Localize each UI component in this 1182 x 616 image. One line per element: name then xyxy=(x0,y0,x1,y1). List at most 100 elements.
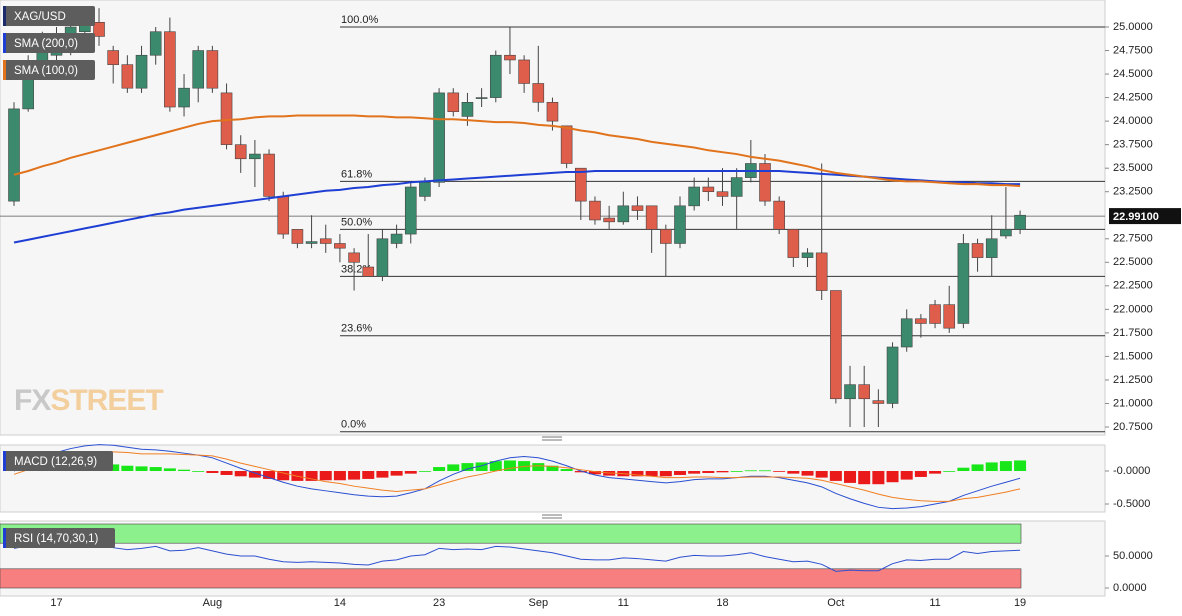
candle-body xyxy=(631,205,644,211)
candle-body xyxy=(206,50,219,89)
histogram-bar xyxy=(716,471,729,473)
histogram-bar xyxy=(220,471,233,475)
candle-body xyxy=(461,102,474,117)
histogram-bar xyxy=(263,471,276,479)
candle-body xyxy=(121,64,134,89)
candle-body xyxy=(291,229,304,244)
histogram-bar xyxy=(659,471,672,477)
candle-body xyxy=(404,186,417,235)
histogram-bar xyxy=(787,471,800,474)
candle-body xyxy=(872,400,885,404)
candle-body xyxy=(688,186,700,207)
histogram-bar xyxy=(673,471,686,475)
candle-body xyxy=(915,318,927,324)
legend-label: SMA (200,0) xyxy=(14,38,78,50)
y-tick-label: 21.2500 xyxy=(1113,374,1153,386)
candle-body xyxy=(348,252,360,263)
histogram-bar xyxy=(234,471,247,477)
y-tick-label: 23.2500 xyxy=(1113,186,1153,198)
candle-body xyxy=(815,252,828,291)
x-tick-label: 11 xyxy=(618,597,629,609)
candle-body xyxy=(617,205,630,223)
x-tick-label: 17 xyxy=(50,597,62,609)
histogram-bar xyxy=(858,471,871,485)
candle-body xyxy=(362,266,375,277)
candle-body xyxy=(603,217,615,223)
histogram-bar xyxy=(461,463,474,472)
histogram-bar xyxy=(645,471,658,477)
rsi-zone xyxy=(0,523,1022,544)
candle-body xyxy=(546,102,559,122)
legend-box xyxy=(3,60,95,80)
candle-body xyxy=(532,83,545,103)
y-tick-label: 20.7500 xyxy=(1113,421,1153,433)
watermark: FXSTREET xyxy=(14,384,163,417)
histogram-bar xyxy=(588,471,601,475)
histogram-bar xyxy=(348,471,361,480)
y-tick-label: 22.5000 xyxy=(1113,256,1153,268)
histogram-bar xyxy=(362,471,375,479)
y-tick-label: -0.5000 xyxy=(1113,498,1150,510)
fib-label: 23.6% xyxy=(341,323,372,335)
candle-body xyxy=(589,200,601,221)
histogram-bar xyxy=(744,470,757,472)
histogram-bar xyxy=(631,471,644,477)
x-tick-label: 14 xyxy=(334,597,346,609)
histogram-bar xyxy=(688,471,701,474)
histogram-bar xyxy=(900,471,913,480)
histogram-bar xyxy=(773,471,786,472)
y-tick-label: 22.7500 xyxy=(1113,233,1153,245)
legend-swatch xyxy=(3,60,6,80)
panel-handles xyxy=(542,436,562,519)
y-tick-label: 23.5000 xyxy=(1113,162,1153,174)
histogram-bar xyxy=(702,471,715,473)
candle-body xyxy=(730,177,743,197)
signal-line xyxy=(13,451,1021,502)
panel-background xyxy=(0,0,1106,436)
histogram-bar xyxy=(475,462,488,472)
y-tick-label: 22.2500 xyxy=(1113,280,1153,292)
legend-box xyxy=(3,33,95,53)
candle-body xyxy=(801,252,814,258)
candle-body xyxy=(971,243,984,258)
histogram-bar xyxy=(333,471,346,481)
candle-body xyxy=(560,125,573,164)
sma-line xyxy=(13,114,1021,188)
histogram-bar xyxy=(914,471,927,477)
y-tick-label: 22.0000 xyxy=(1113,303,1153,315)
y-tick-label: 24.2500 xyxy=(1113,92,1153,104)
last-price-box xyxy=(1109,208,1181,225)
histogram-bar xyxy=(305,471,318,481)
y-tick-label: 24.7500 xyxy=(1113,44,1153,56)
candle-body xyxy=(943,304,956,329)
histogram-bar xyxy=(277,471,290,481)
legend-label: SMA (100,0) xyxy=(14,65,78,77)
candle-body xyxy=(929,304,941,324)
x-tick-label: Oct xyxy=(827,597,844,609)
candle-body xyxy=(518,59,530,84)
candle-body xyxy=(830,290,842,400)
candle-body xyxy=(419,182,431,197)
candle-body xyxy=(475,97,488,99)
candle-body xyxy=(957,243,970,324)
legend-swatch xyxy=(3,451,6,471)
candle-body xyxy=(574,167,587,202)
histogram-bar xyxy=(135,466,148,472)
histogram-bar xyxy=(844,471,857,483)
candle-body xyxy=(674,205,686,244)
y-tick-label: 23.7500 xyxy=(1113,139,1153,151)
candle-body xyxy=(93,22,105,37)
x-tick-label: 23 xyxy=(433,597,445,609)
histogram-bar xyxy=(404,471,417,474)
histogram-bar xyxy=(759,470,772,472)
candle-body xyxy=(319,238,332,244)
rsi-zone xyxy=(0,568,1022,589)
histogram-bar xyxy=(872,471,885,485)
candle-body xyxy=(1014,214,1026,230)
histogram-bar xyxy=(178,469,191,472)
rsi-line xyxy=(13,543,1021,572)
candle-body xyxy=(305,241,318,244)
candle-body xyxy=(759,163,771,202)
histogram-bar xyxy=(829,471,842,481)
candle-body xyxy=(489,54,502,98)
